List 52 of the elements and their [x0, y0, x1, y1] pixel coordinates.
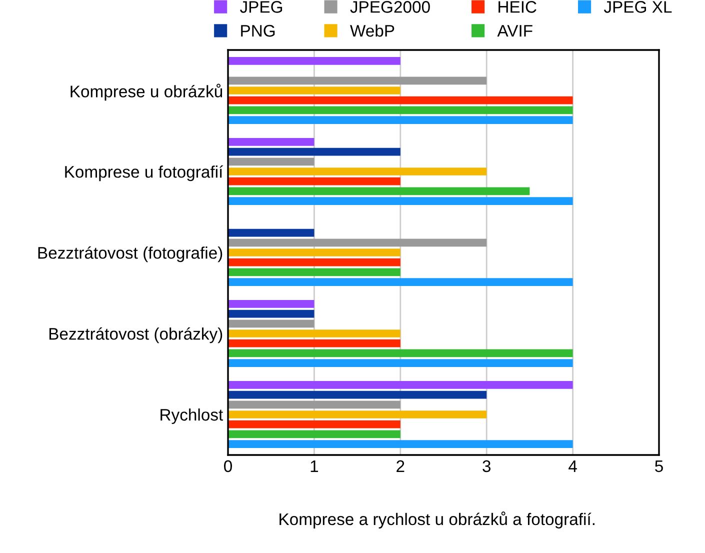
legend-label: JPEG2000: [350, 1, 430, 13]
bar: [228, 440, 573, 448]
bar: [228, 86, 400, 94]
bar: [228, 349, 573, 358]
bar: [228, 400, 400, 409]
bar: [228, 390, 487, 399]
y-tick-label: Bezztrátovost (obrázky): [49, 327, 222, 344]
x-tick-label: 4: [568, 460, 577, 472]
legend-label: PNG: [241, 24, 275, 37]
bar: [228, 359, 573, 367]
bar: [228, 96, 573, 104]
bar: [228, 158, 314, 166]
bar: [228, 187, 530, 196]
legend-label: JPEG: [240, 1, 282, 13]
y-tick-label: Komprese u obrázků: [70, 84, 222, 101]
bar: [228, 177, 400, 186]
legend-label: WebP: [350, 24, 394, 37]
bar: [228, 381, 573, 389]
bar: [228, 238, 487, 247]
legend-label: HEIC: [498, 1, 536, 13]
bar: [228, 320, 314, 328]
y-tick-label: Rychlost: [160, 408, 224, 424]
bar: [228, 278, 573, 286]
bar: [228, 76, 487, 85]
bar: [228, 410, 487, 418]
bar: [228, 310, 314, 318]
bar: [228, 339, 400, 348]
bar: [228, 116, 573, 124]
bar: [228, 228, 314, 237]
bar: [228, 258, 400, 266]
x-tick-label: 3: [482, 460, 490, 472]
legend-label: AVIF: [497, 25, 532, 37]
bar: [228, 420, 400, 428]
bar: [228, 330, 400, 338]
bar: [228, 300, 314, 308]
y-tick-label: Komprese u fotografií: [65, 165, 224, 182]
x-tick-label: 2: [396, 460, 404, 472]
bar: [228, 248, 400, 256]
legend-label: JPEG XL: [604, 1, 672, 13]
bar: [228, 148, 400, 156]
text: Komprese a rychlost u obrázků a fotografií.: [280, 512, 594, 528]
bar: [228, 197, 573, 205]
x-tick-label: 0: [224, 460, 232, 472]
x-tick-label: 1: [310, 460, 318, 472]
bar: [228, 430, 400, 438]
bar: [228, 168, 487, 176]
y-tick-label: Bezztrátovost (fotografie): [38, 246, 222, 262]
x-tick-label: 5: [655, 460, 663, 472]
bar: [228, 57, 400, 65]
bar: [228, 268, 400, 276]
bar: [228, 106, 573, 114]
bar: [228, 138, 314, 146]
